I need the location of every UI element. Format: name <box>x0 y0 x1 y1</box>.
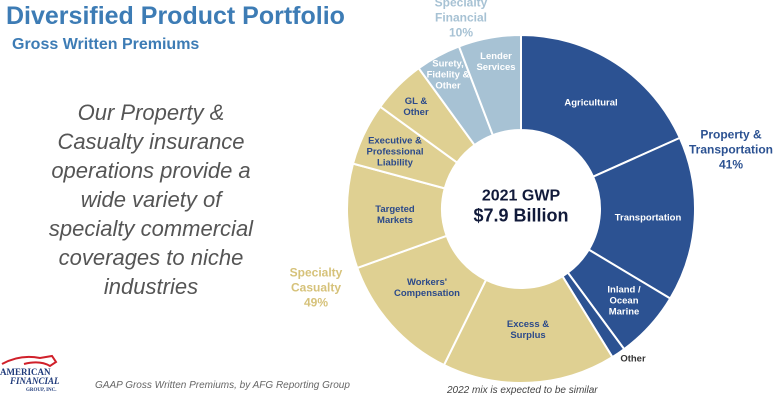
slice-transportation <box>587 136 696 300</box>
group-name: Specialty Financial <box>434 0 488 25</box>
group-name: Property & Transportation <box>688 127 773 157</box>
logo-line3: GROUP, INC. <box>26 388 57 393</box>
mix-note: 2022 mix is expected to be similar <box>447 385 598 396</box>
slice-label-agricultural: Agricultural <box>564 97 618 109</box>
page-subtitle: Gross Written Premiums <box>12 36 200 53</box>
group-name: Specialty Casualty <box>289 265 343 295</box>
slice-agricultural <box>520 33 682 179</box>
slice-label-targeted-markets: Targeted Markets <box>375 204 415 226</box>
center-label: 2021 GWP $7.9 Billion <box>473 188 568 227</box>
slice-label-inland-marine: Inland / Ocean Marine <box>607 284 641 318</box>
group-label-property-transportation: Property & Transportation 41% <box>686 128 776 173</box>
footnote: GAAP Gross Written Premiums, by AFG Repo… <box>95 380 350 391</box>
slice-lender-services <box>457 33 522 137</box>
slice-label-excess-surplus: Excess & Surplus <box>506 319 550 341</box>
center-label-line2: $7.9 Billion <box>473 205 569 226</box>
slice-label-surety: Surety, Fidelity & Other <box>426 58 470 92</box>
slice-label-transportation: Transportation <box>614 212 682 224</box>
slice-label-other: Other <box>620 353 646 365</box>
page-title: Diversified Product Portfolio <box>6 2 345 30</box>
group-percent: 49% <box>303 295 329 310</box>
slice-label-lender-services: Lender Services <box>476 51 516 73</box>
group-label-specialty-casualty: Specialty Casualty 49% <box>281 266 351 311</box>
slice-excess-surplus <box>442 274 614 384</box>
slice-label-gl-other: GL & Other <box>403 96 429 118</box>
slice-label-executive-liability: Executive & Professional Liability <box>366 135 424 169</box>
logo-line2: FINANCIAL <box>10 376 60 386</box>
slice-label-workers-comp: Workers' Compensation <box>394 277 460 299</box>
blurb-text: Our Property & Casualty insurance operat… <box>48 100 254 299</box>
group-percent: 41% <box>718 157 744 172</box>
group-percent: 10% <box>448 25 474 40</box>
center-label-line1: 2021 GWP <box>481 187 561 205</box>
group-label-specialty-financial: Specialty Financial 10% <box>426 0 496 41</box>
logo-line1: AMERICAN <box>0 367 51 377</box>
american-financial-logo: AMERICAN FINANCIAL GROUP, INC. <box>0 352 70 398</box>
